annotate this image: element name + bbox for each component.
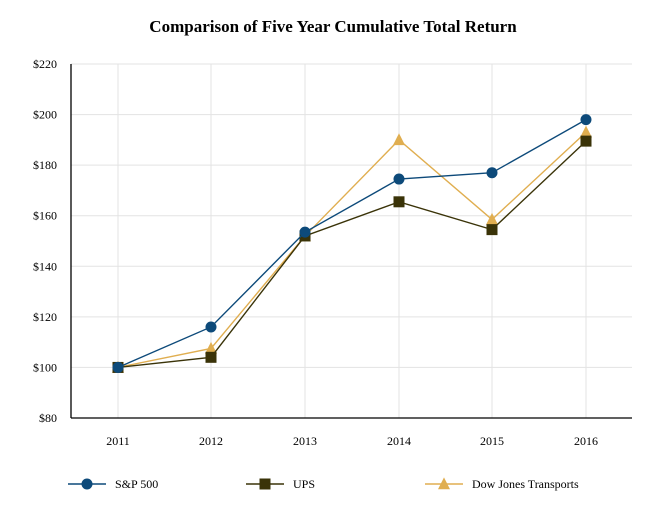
legend-label: S&P 500: [115, 477, 158, 491]
y-tick-label: $200: [33, 108, 57, 122]
data-point: [112, 361, 124, 373]
series-2: [112, 125, 592, 373]
data-point: [393, 133, 405, 146]
data-point: [580, 135, 592, 147]
y-tick-label: $120: [33, 310, 57, 324]
x-tick-label: 2011: [106, 434, 130, 448]
data-point: [393, 173, 405, 185]
x-tick-label: 2014: [387, 434, 411, 448]
legend-marker: [81, 478, 93, 490]
data-point: [486, 212, 498, 225]
axes: $80 $100 $120 $140 $160 $180 $200 $220 2011 2012 2…: [33, 57, 632, 448]
data-point: [393, 196, 405, 208]
data-point: [486, 167, 498, 179]
y-tick-label: $160: [33, 209, 57, 223]
series-0: [112, 114, 592, 373]
legend-marker: [438, 477, 450, 490]
series-line: [117, 140, 587, 369]
legend-label: Dow Jones Transports: [472, 477, 579, 491]
series: [112, 114, 592, 373]
legend-entry: UPS: [246, 477, 315, 491]
legend-label: UPS: [293, 477, 315, 491]
x-tick-label: 2015: [480, 434, 504, 448]
x-tick-label: 2012: [199, 434, 223, 448]
data-point: [580, 114, 592, 126]
y-tick-label: $140: [33, 259, 57, 273]
grid: [71, 63, 632, 418]
x-tick-label: 2013: [293, 434, 317, 448]
legend-entry: Dow Jones Transports: [425, 477, 579, 491]
y-tick-label: $80: [39, 411, 57, 425]
series-line: [117, 131, 587, 369]
data-point: [580, 125, 592, 138]
data-point: [205, 321, 217, 333]
data-point: [205, 351, 217, 363]
y-tick-label: $180: [33, 158, 57, 172]
x-tick-label: 2016: [574, 434, 598, 448]
legend: S&P 500 UPS Dow Jones Transports: [68, 477, 579, 491]
y-tick-label: $100: [33, 360, 57, 374]
series-line: [117, 119, 587, 369]
data-point: [299, 226, 311, 238]
chart-title: Comparison of Five Year Cumulative Total…: [149, 17, 517, 36]
legend-entry: S&P 500: [68, 477, 158, 491]
data-point: [205, 341, 217, 354]
data-point: [486, 224, 498, 236]
y-tick-label: $220: [33, 57, 57, 71]
legend-marker: [259, 478, 271, 490]
series-1: [112, 135, 592, 373]
